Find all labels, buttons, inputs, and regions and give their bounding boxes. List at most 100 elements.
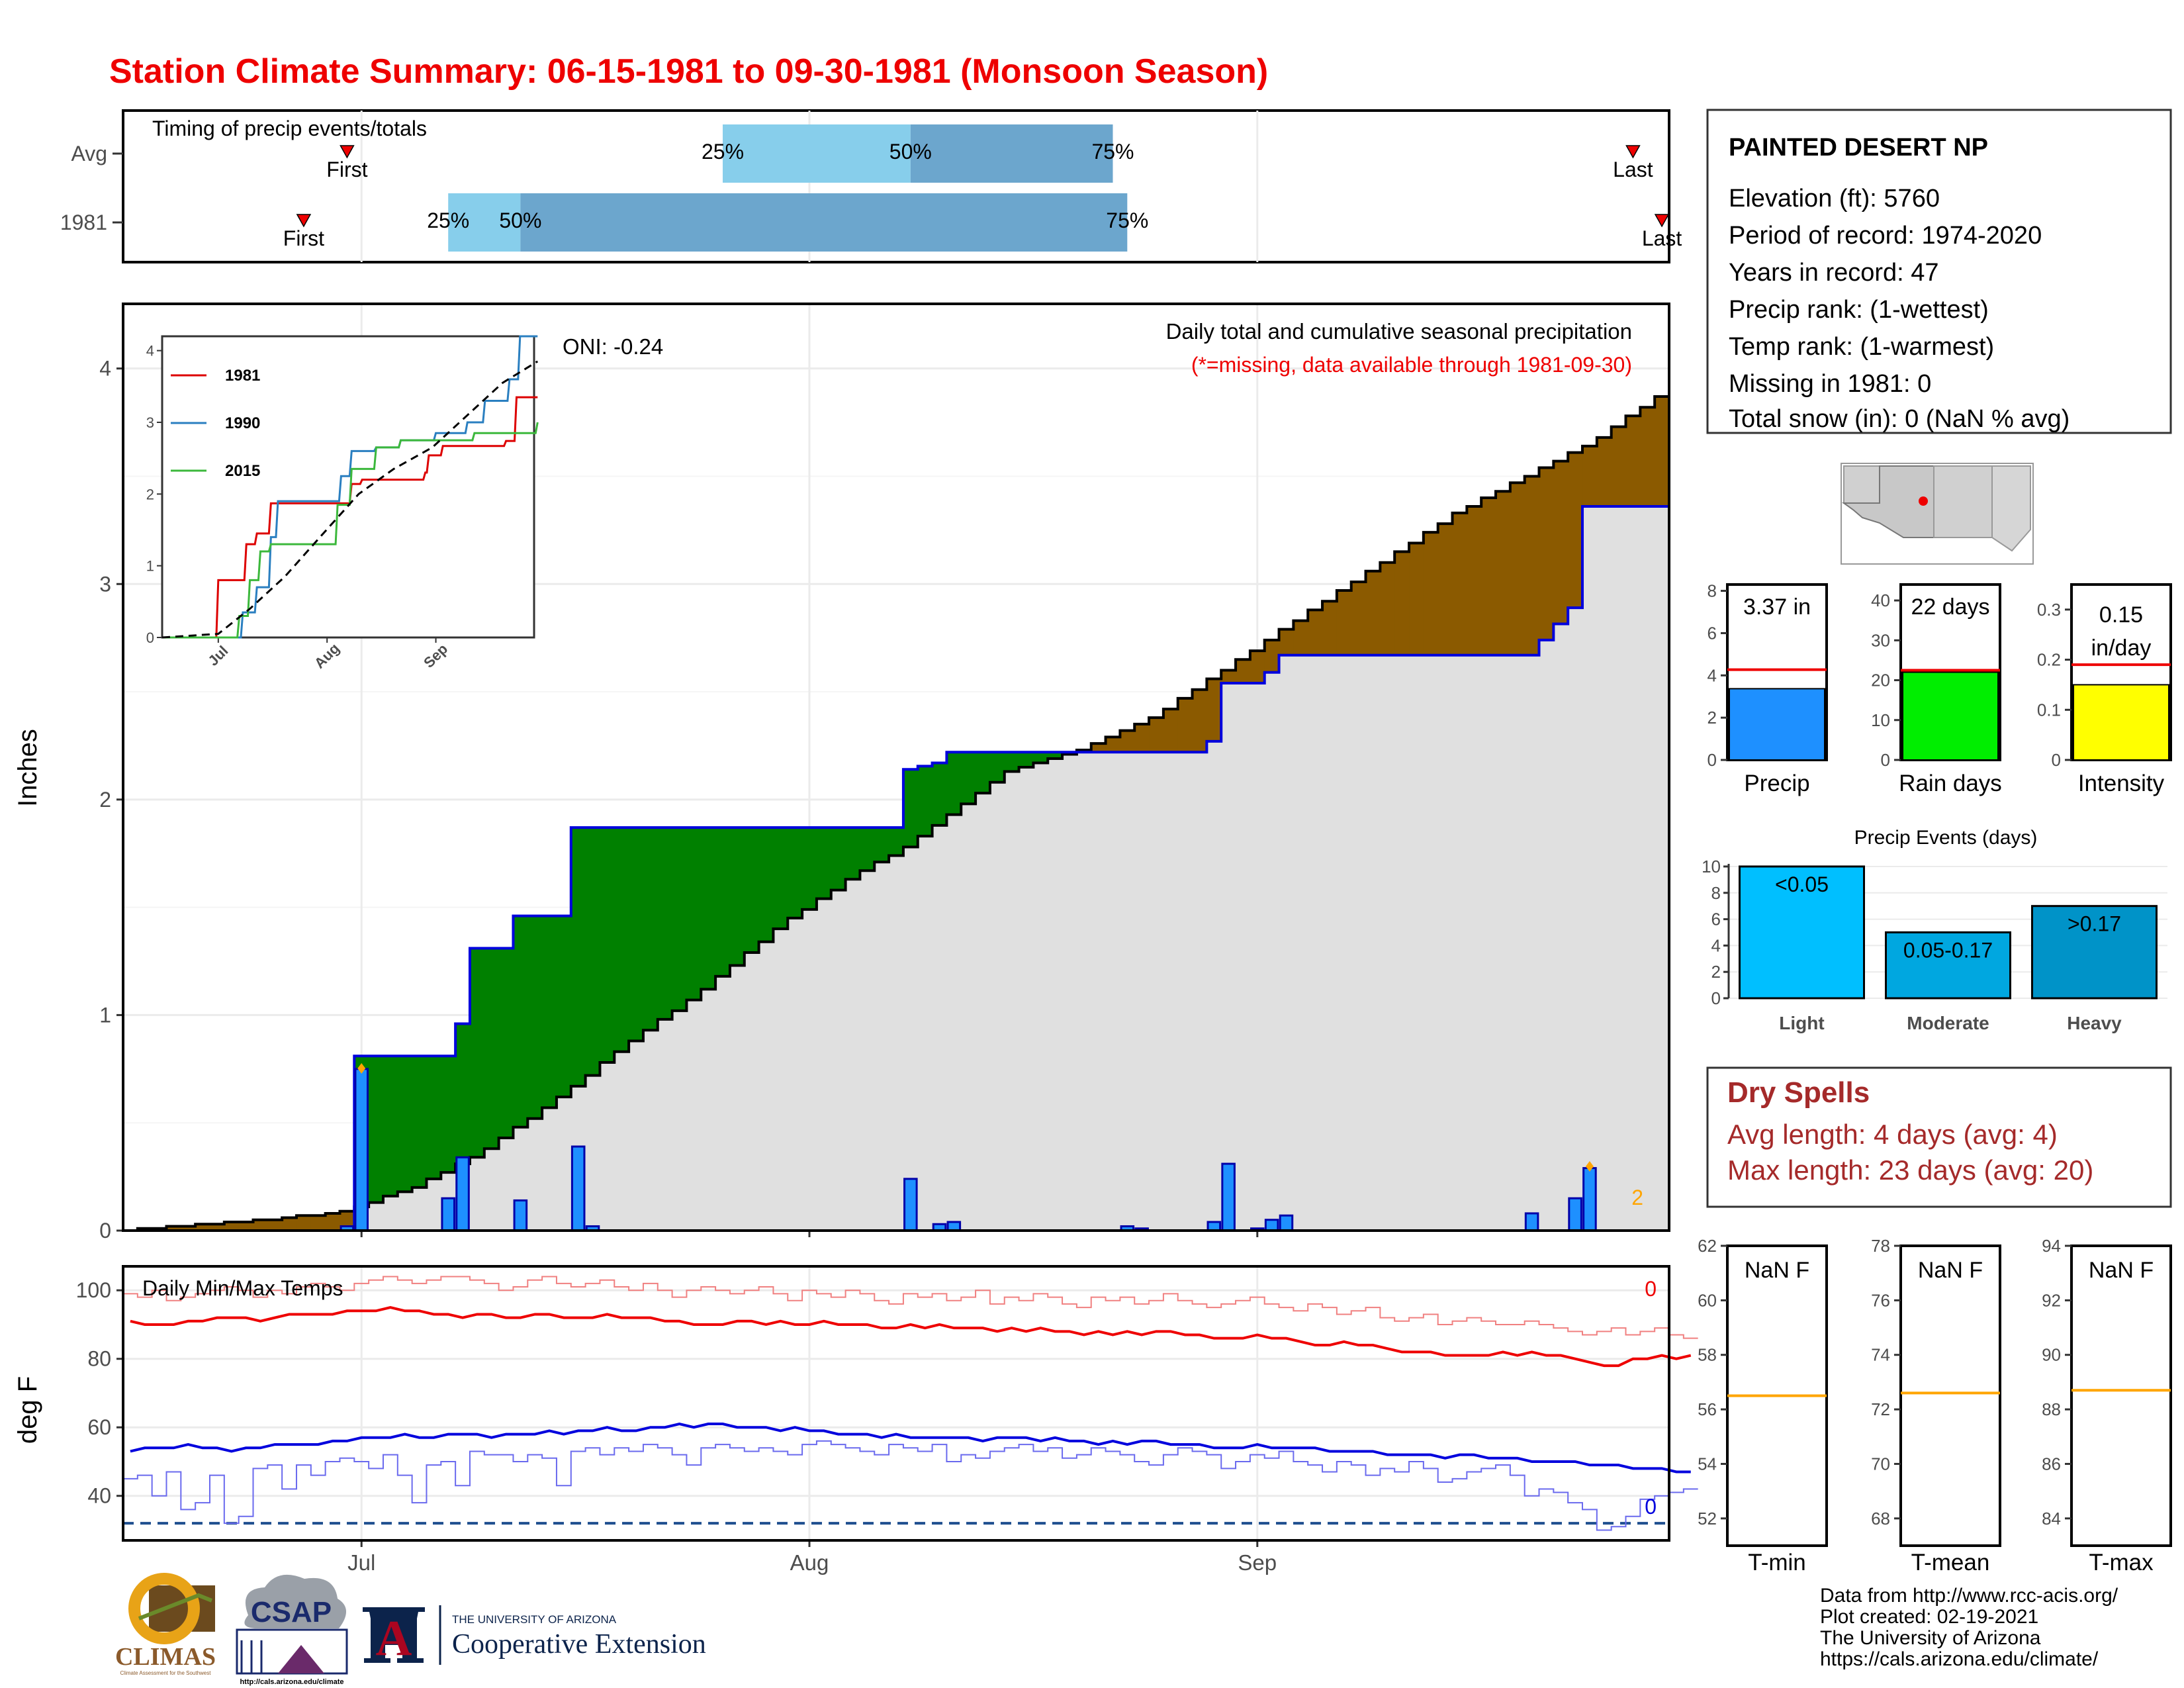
below-avg-area bbox=[296, 1215, 312, 1231]
y-tick-label: 3 bbox=[99, 572, 111, 596]
y-tick-label: 4 bbox=[1711, 935, 1721, 955]
event-category-label: Light bbox=[1779, 1013, 1824, 1033]
y-tick-label: 0.3 bbox=[2037, 600, 2061, 620]
credit-line: The University of Arizona bbox=[1820, 1627, 2041, 1649]
below-avg-area bbox=[1365, 571, 1381, 655]
below-avg-area bbox=[1192, 689, 1208, 753]
above-avg-area bbox=[788, 827, 803, 918]
y-tick-label: 60 bbox=[87, 1415, 111, 1439]
y-tick-label: 88 bbox=[2042, 1399, 2061, 1419]
precip-text-title: Daily total and cumulative seasonal prec… bbox=[1166, 319, 1632, 344]
timing-row-avg: Avg bbox=[71, 142, 107, 165]
locator-map bbox=[1841, 463, 2034, 565]
below-avg-area bbox=[1336, 590, 1352, 655]
last-event-label: Last bbox=[1642, 226, 1682, 250]
temp-normal-line bbox=[130, 1422, 1691, 1474]
y-tick-label: 0 bbox=[99, 1219, 111, 1243]
y-tick-label: 2 bbox=[99, 788, 111, 812]
below-avg-area bbox=[1582, 445, 1598, 507]
above-avg-area bbox=[484, 948, 500, 1149]
y-tick-label: 40 bbox=[1871, 590, 1890, 610]
above-avg-area bbox=[672, 827, 688, 1011]
event-bar-label: 0.05-0.17 bbox=[1903, 938, 1993, 962]
below-avg-area bbox=[1553, 461, 1569, 624]
daily-precip-bar bbox=[455, 1156, 470, 1232]
tmax-missing: 0 bbox=[1645, 1277, 1657, 1301]
above-avg-area bbox=[527, 915, 543, 1119]
y-tick-label: 40 bbox=[87, 1484, 111, 1508]
below-avg-area bbox=[1149, 718, 1164, 753]
above-avg-area bbox=[412, 1056, 428, 1188]
below-avg-area bbox=[1568, 452, 1583, 608]
y-tick-label: 86 bbox=[2042, 1454, 2061, 1474]
temp-summary-value: NaN F bbox=[2089, 1258, 2154, 1283]
station-line: Missing in 1981: 0 bbox=[1729, 370, 1931, 398]
dry-spells: Dry Spells Avg length: 4 days (avg: 4) M… bbox=[1706, 1066, 2172, 1208]
above-avg-area bbox=[441, 1056, 456, 1173]
above-avg-area bbox=[369, 1056, 384, 1203]
precip-panel: 0 1 2 3 4 Inches Daily total and cumulative … bbox=[13, 303, 1670, 1243]
event-category-label: Heavy bbox=[2067, 1013, 2122, 1033]
ua-logo-bottom: Cooperative Extension bbox=[452, 1629, 706, 1660]
precip-text-missing: (*=missing, data available through 1981-… bbox=[1191, 353, 1632, 377]
above-avg-area bbox=[816, 827, 832, 899]
y-tick-label: 92 bbox=[2042, 1290, 2061, 1310]
ua-logo: A THE UNIVERSITY OF ARIZONA Cooperative … bbox=[363, 1605, 706, 1666]
below-avg-area bbox=[1409, 543, 1424, 655]
above-avg-area bbox=[629, 827, 644, 1041]
below-avg-area bbox=[1177, 698, 1193, 753]
y-tick-label: 10 bbox=[1702, 857, 1721, 876]
above-avg-area bbox=[426, 1056, 442, 1179]
csap-logo: CSAP http://cals.arizona.edu/climate bbox=[236, 1574, 348, 1686]
timing-bar-25-50 bbox=[723, 124, 911, 183]
above-avg-area bbox=[917, 766, 933, 837]
event-bar-label: <0.05 bbox=[1775, 872, 1829, 896]
y-tick-label: 30 bbox=[1871, 630, 1890, 650]
credits: Data from http://www.rcc-acis.org/ Plot … bbox=[1820, 1585, 2118, 1670]
daily-precip-bar bbox=[513, 1199, 528, 1232]
above-avg-area bbox=[657, 827, 673, 1019]
below-avg-area bbox=[224, 1221, 240, 1231]
avg-cumulative-line bbox=[123, 395, 1669, 1232]
above-avg-area bbox=[397, 1056, 413, 1192]
above-avg-area bbox=[383, 1056, 398, 1196]
below-avg-area bbox=[1250, 651, 1265, 684]
cumulative-1981-line bbox=[340, 505, 1669, 1232]
daily-precip-bar bbox=[1582, 1167, 1597, 1232]
x-tick-label: Aug bbox=[790, 1550, 829, 1575]
below-avg-area bbox=[267, 1219, 283, 1231]
above-avg-area bbox=[744, 827, 760, 953]
station-line: Total snow (in): 0 (NaN % avg) bbox=[1729, 405, 2070, 433]
daily-precip-bar bbox=[1524, 1212, 1539, 1232]
above-avg-area bbox=[498, 948, 514, 1138]
below-avg-area bbox=[1120, 730, 1136, 753]
below-avg-area bbox=[1264, 639, 1280, 673]
inset-y-tick-label: 4 bbox=[146, 343, 154, 359]
temp-ylabel: deg F bbox=[13, 1376, 42, 1444]
below-avg-area bbox=[1293, 620, 1309, 655]
above-avg-area bbox=[729, 827, 745, 966]
timing-pct-label: 25% bbox=[702, 140, 744, 164]
below-avg-area bbox=[1279, 629, 1295, 655]
tmin-missing: 0 bbox=[1645, 1495, 1657, 1519]
y-tick-label: 80 bbox=[87, 1347, 111, 1371]
temp-summary-frame bbox=[2070, 1244, 2172, 1547]
below-avg-area bbox=[1452, 512, 1468, 655]
y-tick-label: 0 bbox=[2052, 750, 2061, 770]
temp-label: Daily Min/Max Temps bbox=[142, 1276, 343, 1300]
y-tick-label: 84 bbox=[2042, 1509, 2061, 1528]
inset-legend-label: 2015 bbox=[225, 462, 260, 480]
y-tick-label: 72 bbox=[1871, 1399, 1890, 1419]
summary-bar bbox=[2073, 684, 2169, 761]
above-avg-area bbox=[889, 827, 904, 856]
temp-panel: 40 60 80 100 deg F Daily Min/Max Temps 0 0 bbox=[13, 1265, 1698, 1547]
y-tick-label: 8 bbox=[1711, 883, 1721, 903]
inset-y-tick-label: 3 bbox=[146, 414, 154, 431]
above-avg-area bbox=[643, 827, 659, 1031]
above-avg-area bbox=[1033, 752, 1049, 763]
below-avg-area bbox=[1467, 506, 1482, 655]
first-event-label: First bbox=[283, 226, 324, 250]
above-avg-area bbox=[773, 827, 789, 929]
temp-normal-line bbox=[130, 1306, 1692, 1368]
below-avg-area bbox=[1640, 407, 1655, 507]
